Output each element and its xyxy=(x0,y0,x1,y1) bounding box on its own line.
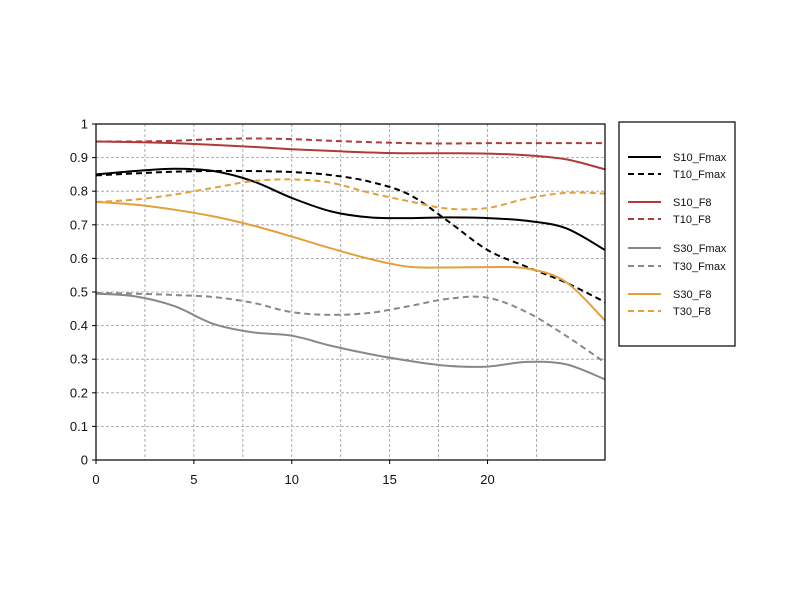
y-tick-label: 0.5 xyxy=(70,285,88,300)
x-axis-ticks: 0 5 10 15 20 xyxy=(92,460,495,487)
y-tick-label: 1 xyxy=(81,117,88,132)
y-tick-label: 0.8 xyxy=(70,184,88,199)
legend-label: T30_F8 xyxy=(673,306,711,318)
x-tick-label: 10 xyxy=(285,472,299,487)
series-line-s10-f8 xyxy=(95,140,606,171)
series-line-s30-f8 xyxy=(95,200,606,322)
x-tick-label: 5 xyxy=(190,472,197,487)
legend-label: T10_Fmax xyxy=(673,169,726,181)
y-tick-label: 0.4 xyxy=(70,318,88,333)
series-line-s10-fmax xyxy=(95,167,606,251)
y-axis-ticks: 0 0.1 0.2 0.3 0.4 0.5 0.6 0.7 0.8 0.9 1 xyxy=(70,117,96,468)
legend-label: T10_F8 xyxy=(673,214,711,226)
legend-frame xyxy=(618,121,736,347)
legend-label: S30_F8 xyxy=(673,289,712,301)
series-lines xyxy=(95,137,606,381)
y-tick-label: 0.1 xyxy=(70,419,88,434)
legend-label: T30_Fmax xyxy=(673,261,726,273)
series-line-t10-fmax xyxy=(95,169,606,303)
y-tick-label: 0.6 xyxy=(70,251,88,266)
series-line-s30-fmax xyxy=(95,292,606,381)
series-line-t30-f8 xyxy=(95,178,606,211)
series-line-t10-f8 xyxy=(95,137,605,145)
x-tick-label: 20 xyxy=(480,472,494,487)
y-tick-label: 0 xyxy=(81,453,88,468)
x-tick-label: 15 xyxy=(382,472,396,487)
plot-background xyxy=(96,124,605,460)
grid-lines xyxy=(96,124,605,460)
y-tick-label: 0.3 xyxy=(70,352,88,367)
y-tick-label: 0.9 xyxy=(70,150,88,165)
legend-label: S30_Fmax xyxy=(673,243,727,255)
series-line-t30-fmax xyxy=(95,292,606,364)
legend-label: S10_Fmax xyxy=(673,152,727,164)
legend-label: S10_F8 xyxy=(673,197,712,209)
x-tick-label: 0 xyxy=(92,472,99,487)
legend: S10_Fmax T10_Fmax S10_F8 T10_F8 S30_Fmax T30_… xyxy=(618,121,736,347)
y-tick-label: 0.2 xyxy=(70,385,88,400)
y-tick-label: 0.7 xyxy=(70,217,88,232)
